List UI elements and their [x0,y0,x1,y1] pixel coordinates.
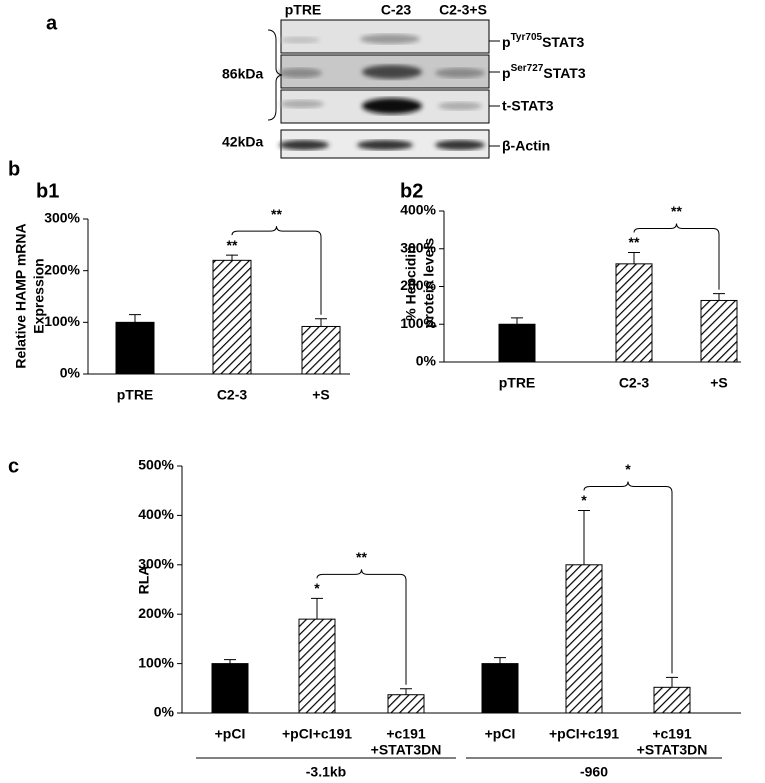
significance: * [314,580,320,596]
arrows [489,40,500,147]
error-bar [494,657,506,664]
bracket [316,569,407,685]
error-bar [666,676,678,688]
panel-label: c [8,455,19,477]
significance: * [581,492,587,508]
y-tick-label: 0% [416,353,437,369]
bar [615,263,653,363]
band-label: pTyr705STAT3 [502,32,585,50]
error-bar [713,293,725,301]
y-axis-label: Expression [31,258,47,333]
bracket-label: ** [356,549,367,565]
significance: ** [629,234,640,250]
bracket [231,226,322,315]
error-bar [400,688,412,695]
bracket [583,481,673,674]
error-bar [311,597,323,620]
bracket-label: ** [671,203,682,219]
x-tick-label: +STAT3DN [637,742,708,758]
x-tick-label: +c191 [652,726,692,742]
bar [211,663,249,714]
y-axis-label: RLA [136,566,152,595]
size-label: 86kDa [222,66,263,82]
y-tick-label: 200% [44,261,80,277]
size-label: 42kDa [222,134,263,150]
y-axis-label: protein levels [421,238,437,328]
bar [212,259,252,375]
y-tick-label: 300% [44,210,80,226]
bar [301,325,341,375]
error-bar [226,254,238,261]
x-tick-label: +pCI+c191 [282,726,352,742]
panel-label: b [8,158,20,180]
lane-label: C-23 [381,2,412,18]
bar [653,686,691,714]
x-tick-label: pTRE [117,387,154,403]
bar [481,663,519,714]
group-label: -960 [580,764,608,780]
bracket [633,223,720,290]
panel-label: b2 [400,180,423,202]
y-tick-label: 300% [400,239,436,255]
y-tick-label: 0% [60,365,81,381]
y-tick-label: 300% [138,556,174,572]
x-tick-label: C2-3 [217,387,248,403]
error-bar [578,509,590,565]
x-tick-label: pTRE [499,375,536,391]
x-tick-label: +pCI [215,726,246,742]
x-tick-label: +STAT3DN [371,742,442,758]
x-tick-label: +pCI [485,726,516,742]
y-tick-label: 100% [400,315,436,331]
lane-label: C2-3+S [439,2,487,18]
bar [115,321,155,375]
group-label: -3.1kb [306,764,346,780]
bracket-label: ** [271,206,282,222]
y-tick-label: 400% [138,506,174,522]
bar [298,618,336,714]
bar [565,564,603,714]
x-tick-label: C2-3 [619,375,650,391]
y-tick-label: 100% [138,654,174,670]
y-tick-label: 500% [138,457,174,473]
bracket-label: * [625,461,631,477]
x-tick-label: +S [710,375,728,391]
error-bar [224,659,236,664]
error-bar [129,314,141,323]
y-tick-label: 200% [138,605,174,621]
band-label: t-STAT3 [502,98,554,114]
y-tick-label: 0% [154,704,175,720]
lane-label: pTRE [285,2,322,18]
y-tick-label: 400% [400,202,436,218]
blot [278,19,490,159]
y-axis-label: Relative HAMP mRNA [13,223,29,368]
band-label: pSer727STAT3 [502,63,586,81]
bar [700,299,738,363]
panel-label: a [46,12,58,34]
x-tick-label: +pCI+c191 [549,726,619,742]
error-bar [315,318,327,327]
y-tick-label: 200% [400,277,436,293]
y-axis-label: % Hepcidin [403,245,419,320]
y-tick-label: 100% [44,313,80,329]
bar [387,694,425,714]
significance: ** [227,237,238,253]
error-bar [511,317,523,325]
band-label: β-Actin [502,138,550,154]
error-bar [628,252,640,264]
panel-label: b1 [36,180,59,202]
x-tick-label: +c191 [386,726,426,742]
brace [267,29,283,121]
bar [498,323,536,363]
x-tick-label: +S [312,387,330,403]
